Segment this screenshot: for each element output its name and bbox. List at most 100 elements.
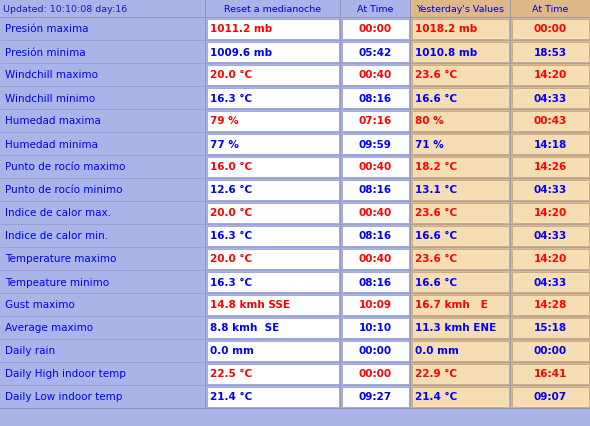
Bar [411,88,509,108]
Text: 22.9 °C: 22.9 °C [415,368,457,379]
Bar [411,65,509,85]
Text: 09:27: 09:27 [359,391,392,402]
Bar [0,18,205,41]
Bar [410,385,590,408]
Text: Temperature maximo: Temperature maximo [5,254,116,264]
Text: 04:33: 04:33 [533,93,566,103]
Text: Updated: 10:10:08 day:16: Updated: 10:10:08 day:16 [3,5,127,14]
Text: At Time: At Time [357,5,393,14]
Text: 16:41: 16:41 [533,368,566,379]
Bar [0,41,205,64]
Bar [410,294,590,316]
Bar [411,226,509,246]
Bar [512,134,588,154]
Text: 80 %: 80 % [415,116,444,126]
Bar [512,364,588,383]
Text: 20.0 °C: 20.0 °C [210,70,252,81]
Text: Average maximo: Average maximo [5,323,93,333]
Bar [342,43,408,62]
Text: Daily rain: Daily rain [5,345,55,356]
Bar [411,364,509,383]
Bar [411,180,509,200]
Text: 10:10: 10:10 [359,323,392,333]
Text: 09:59: 09:59 [359,139,391,149]
Bar [410,155,590,178]
Bar [411,341,509,361]
Bar [342,272,408,292]
Bar [206,111,339,131]
Bar [512,43,588,62]
Text: Presión maxima: Presión maxima [5,24,88,35]
Bar [0,271,205,294]
Bar [410,178,590,201]
Text: 1011.2 mb: 1011.2 mb [210,24,272,35]
Bar [410,225,590,248]
Text: 00:40: 00:40 [358,208,392,218]
Text: Punto de rocío maximo: Punto de rocío maximo [5,162,125,172]
Text: Windchill minimo: Windchill minimo [5,93,95,103]
Bar [0,87,205,110]
Text: Windchill maximo: Windchill maximo [5,70,98,81]
Bar [342,180,408,200]
Bar [342,295,408,315]
Text: 00:00: 00:00 [533,24,566,35]
Text: 00:00: 00:00 [359,368,392,379]
Text: 0.0 mm: 0.0 mm [415,345,459,356]
Bar [512,249,588,269]
Bar [512,65,588,85]
Text: 23.6 °C: 23.6 °C [415,208,457,218]
Text: 08:16: 08:16 [359,93,392,103]
Text: 79 %: 79 % [210,116,238,126]
Text: 1018.2 mb: 1018.2 mb [415,24,477,35]
Text: 00:00: 00:00 [533,345,566,356]
Bar [0,201,205,225]
Bar [512,111,588,131]
Bar [512,20,588,40]
Text: 05:42: 05:42 [358,47,392,58]
Bar [206,341,339,361]
Bar [206,386,339,406]
Text: Humedad maxima: Humedad maxima [5,116,101,126]
Bar [206,226,339,246]
Bar [0,132,205,155]
Bar [206,295,339,315]
Bar [411,43,509,62]
Bar [206,364,339,383]
Text: 00:40: 00:40 [358,70,392,81]
Text: 12.6 °C: 12.6 °C [210,185,252,195]
Text: 14:20: 14:20 [533,70,566,81]
Text: 14:28: 14:28 [533,300,566,310]
Bar [0,155,205,178]
Bar [410,64,590,87]
Text: 08:16: 08:16 [359,185,392,195]
Bar [411,111,509,131]
Text: Daily Low indoor temp: Daily Low indoor temp [5,391,122,402]
Bar [342,364,408,383]
Text: 15:18: 15:18 [533,323,566,333]
Text: 00:00: 00:00 [359,345,392,356]
Bar [411,157,509,177]
Bar [512,341,588,361]
Text: Gust maximo: Gust maximo [5,300,75,310]
Bar [342,386,408,406]
Text: 16.3 °C: 16.3 °C [210,277,252,287]
Bar [410,248,590,271]
Bar [0,316,205,339]
Text: 77 %: 77 % [210,139,239,149]
Text: 22.5 °C: 22.5 °C [210,368,252,379]
Bar [411,272,509,292]
Text: 00:40: 00:40 [358,254,392,264]
Text: 14:26: 14:26 [533,162,566,172]
Bar [206,65,339,85]
Text: 14:20: 14:20 [533,254,566,264]
Bar [0,110,205,132]
Text: 20.0 °C: 20.0 °C [210,208,252,218]
Text: 09:07: 09:07 [533,391,566,402]
Bar [411,20,509,40]
Bar [410,110,590,132]
Text: 16.6 °C: 16.6 °C [415,231,457,241]
Bar [410,271,590,294]
Bar [512,386,588,406]
Text: 14:20: 14:20 [533,208,566,218]
Bar [206,249,339,269]
